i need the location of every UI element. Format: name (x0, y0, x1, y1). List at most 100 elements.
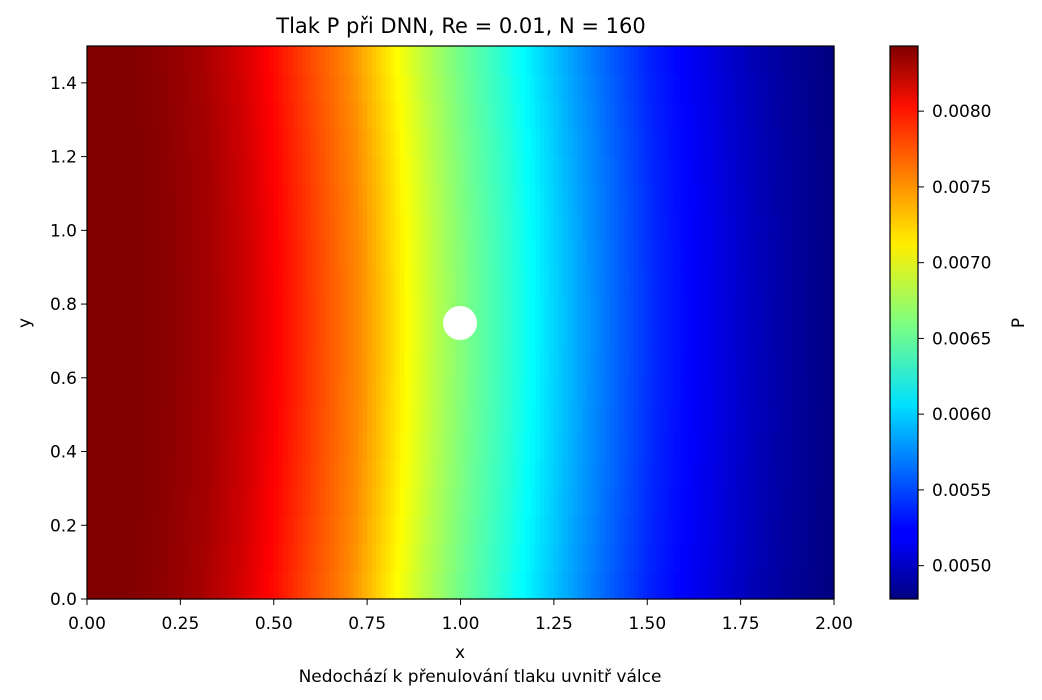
heatmap-cell (385, 267, 392, 296)
heatmap-cell (558, 405, 564, 434)
heatmap-cell (591, 46, 597, 75)
heatmap-cell (208, 405, 214, 434)
heatmap-cell (605, 516, 611, 545)
heatmap-cell (96, 46, 102, 75)
heatmap-cell (245, 543, 252, 572)
heatmap-cell (432, 405, 438, 434)
heatmap-cell (115, 73, 121, 102)
heatmap-cell (441, 128, 448, 158)
heatmap-cell (189, 405, 195, 434)
heatmap-cell (773, 73, 779, 102)
heatmap-cell (698, 294, 704, 324)
heatmap-cell (782, 128, 788, 158)
heatmap-cell (563, 73, 569, 102)
heatmap-cell (698, 239, 704, 268)
heatmap-cell (189, 488, 195, 517)
heatmap-cell (759, 350, 765, 379)
heatmap-cell (819, 571, 826, 600)
heatmap-cell (171, 184, 177, 213)
heatmap-cell (488, 460, 494, 489)
heatmap-cell (829, 46, 835, 75)
heatmap-cell (236, 488, 242, 517)
heatmap-cell (409, 405, 415, 434)
heatmap-cell (231, 350, 237, 379)
heatmap-cell (418, 73, 424, 102)
heatmap-cell (773, 543, 779, 572)
heatmap-cell (731, 571, 737, 600)
heatmap-cell (633, 516, 639, 545)
heatmap-cell (768, 46, 774, 75)
heatmap-cell (479, 101, 485, 130)
heatmap-cell (259, 571, 266, 600)
heatmap-cell (535, 184, 541, 213)
heatmap-cell (101, 239, 107, 268)
heatmap-cell (269, 433, 275, 462)
heatmap-cell (651, 488, 658, 517)
heatmap-cell (343, 433, 350, 462)
heatmap-cell (637, 184, 644, 213)
heatmap-cell (455, 184, 462, 213)
heatmap-cell (175, 46, 181, 75)
heatmap-cell (353, 73, 359, 102)
heatmap-cell (768, 211, 774, 241)
heatmap-cell (110, 184, 116, 213)
heatmap-cell (395, 128, 401, 158)
heatmap-cell (231, 322, 237, 351)
heatmap-cell (343, 211, 350, 241)
heatmap-cell (567, 488, 574, 517)
heatmap-cell (754, 516, 760, 545)
heatmap-cell (740, 46, 746, 75)
heatmap-cell (600, 294, 606, 324)
heatmap-cell (241, 294, 247, 324)
heatmap-cell (404, 128, 410, 158)
heatmap-cell (236, 377, 242, 407)
heatmap-cell (441, 350, 448, 379)
heatmap-cell (511, 460, 518, 489)
heatmap-cell (231, 405, 237, 434)
heatmap-cell (493, 294, 499, 324)
heatmap-cell (245, 73, 252, 102)
heatmap-cell (754, 460, 760, 489)
heatmap-cell (637, 211, 644, 241)
heatmap-cell (539, 350, 546, 379)
heatmap-cell (679, 239, 686, 268)
heatmap-cell (217, 46, 223, 75)
heatmap-cell (250, 128, 256, 158)
heatmap-cell (395, 267, 401, 296)
heatmap-cell (787, 543, 793, 572)
heatmap-cell (185, 294, 191, 324)
heatmap-cell (810, 211, 816, 241)
heatmap-cell (227, 405, 233, 434)
heatmap-cell (138, 571, 144, 600)
heatmap-cell (152, 516, 158, 545)
heatmap-cell (227, 128, 233, 158)
heatmap-cell (465, 73, 471, 102)
heatmap-cell (549, 543, 555, 572)
heatmap-cell (787, 73, 793, 102)
heatmap-cell (609, 73, 616, 102)
heatmap-cell (530, 488, 536, 517)
heatmap-cell (245, 405, 252, 434)
heatmap-cell (385, 377, 392, 407)
heatmap-cell (119, 322, 125, 351)
heatmap-cell (553, 73, 560, 102)
heatmap-cell (801, 377, 807, 407)
heatmap-cell (194, 211, 200, 241)
heatmap-cell (525, 156, 532, 185)
heatmap-cell (516, 405, 522, 434)
heatmap-cell (306, 488, 312, 517)
heatmap-cell (278, 46, 284, 75)
heatmap-cell (255, 377, 261, 407)
heatmap-cell (605, 350, 611, 379)
heatmap-cell (530, 184, 536, 213)
heatmap-cell (801, 156, 807, 185)
heatmap-cell (175, 239, 181, 268)
heatmap-cell (591, 156, 597, 185)
heatmap-cell (731, 350, 737, 379)
heatmap-cell (292, 267, 298, 296)
heatmap-cell (241, 101, 247, 130)
heatmap-cell (353, 543, 359, 572)
heatmap-cell (348, 128, 354, 158)
heatmap-cell (315, 73, 322, 102)
heatmap-cell (157, 405, 163, 434)
